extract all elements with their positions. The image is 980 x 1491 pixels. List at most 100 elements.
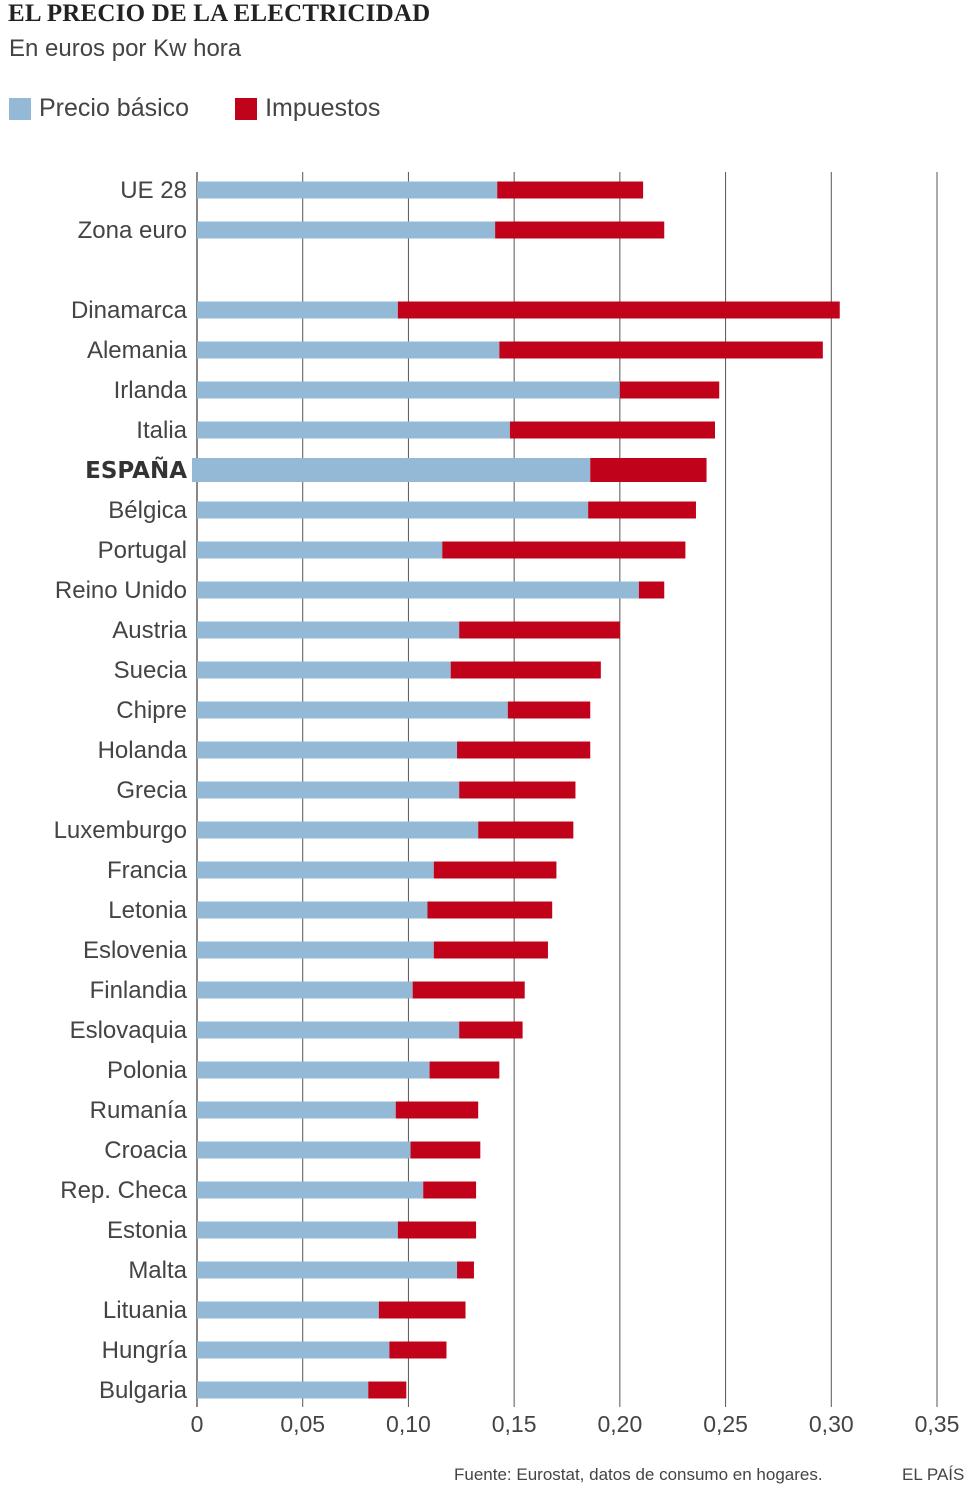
bar-basic bbox=[197, 861, 434, 879]
bar-basic bbox=[192, 458, 591, 482]
bar-tax bbox=[457, 1261, 474, 1279]
x-tick-label: 0,35 bbox=[915, 1411, 960, 1437]
bar-basic bbox=[197, 381, 620, 399]
bar-tax bbox=[459, 1021, 523, 1039]
bar-basic bbox=[197, 181, 498, 199]
bar-basic bbox=[197, 1181, 424, 1199]
bar-tax bbox=[427, 901, 553, 919]
bar-basic bbox=[197, 421, 510, 439]
category-label: Hungría bbox=[102, 1337, 188, 1364]
chart-title: EL PRECIO DE LA ELECTRICIDAD bbox=[8, 0, 431, 27]
bar-basic bbox=[197, 901, 428, 919]
bar-tax bbox=[638, 581, 665, 599]
bar-tax bbox=[478, 821, 574, 839]
legend-label-tax: Impuestos bbox=[265, 94, 381, 122]
bar-tax bbox=[368, 1381, 407, 1399]
bar-basic bbox=[197, 1061, 430, 1079]
category-label: Zona euro bbox=[78, 217, 187, 244]
x-tick-label: 0,30 bbox=[809, 1411, 854, 1437]
bar-basic bbox=[197, 1261, 458, 1279]
bar-tax bbox=[507, 701, 591, 719]
bar-tax bbox=[495, 221, 665, 239]
category-label: Letonia bbox=[108, 897, 187, 924]
bar-tax bbox=[433, 861, 557, 879]
bar-basic bbox=[197, 301, 398, 319]
bar-tax bbox=[423, 1181, 477, 1199]
bar-tax bbox=[459, 781, 576, 799]
bar-basic bbox=[197, 1221, 398, 1239]
bar-basic bbox=[197, 341, 500, 359]
bar-basic bbox=[197, 941, 434, 959]
category-label: Luxemburgo bbox=[54, 817, 187, 844]
category-label: Reino Unido bbox=[55, 577, 187, 604]
bar-basic bbox=[197, 701, 508, 719]
bar-tax bbox=[457, 741, 591, 759]
category-label: Finlandia bbox=[90, 977, 188, 1004]
bar-tax bbox=[397, 1221, 477, 1239]
bar-tax bbox=[412, 981, 525, 999]
category-label: Irlanda bbox=[114, 377, 188, 404]
bar-tax bbox=[410, 1141, 481, 1159]
bar-tax bbox=[397, 301, 840, 319]
category-label: Holanda bbox=[98, 737, 188, 764]
legend-swatch-basic bbox=[9, 97, 31, 120]
bar-tax bbox=[395, 1101, 479, 1119]
x-tick-label: 0,25 bbox=[703, 1411, 748, 1437]
category-label: Eslovenia bbox=[83, 937, 188, 964]
legend-item-basic: Precio básico bbox=[9, 94, 189, 123]
category-label: ESPAÑA bbox=[85, 456, 187, 484]
category-label: Polonia bbox=[107, 1057, 188, 1084]
category-label: Rep. Checa bbox=[60, 1177, 187, 1204]
legend-label-basic: Precio básico bbox=[39, 94, 190, 122]
bar-basic bbox=[197, 221, 496, 239]
brand-credit: EL PAÍS bbox=[902, 1465, 965, 1484]
category-label: Dinamarca bbox=[71, 297, 188, 324]
bar-tax bbox=[433, 941, 548, 959]
category-label: Grecia bbox=[116, 777, 187, 804]
bar-basic bbox=[197, 1101, 396, 1119]
bar-tax bbox=[389, 1341, 447, 1359]
bar-basic bbox=[197, 1301, 379, 1319]
chart-subtitle: En euros por Kw hora bbox=[9, 35, 242, 62]
legend-swatch-tax bbox=[235, 97, 258, 120]
bar-basic bbox=[197, 781, 460, 799]
category-label: Chipre bbox=[116, 697, 187, 724]
category-label: Rumanía bbox=[90, 1097, 188, 1124]
bar-tax bbox=[619, 381, 720, 399]
bar-basic bbox=[197, 541, 443, 559]
x-tick-label: 0 bbox=[191, 1411, 204, 1437]
bar-basic bbox=[197, 1021, 460, 1039]
bar-tax bbox=[509, 421, 715, 439]
bar-tax bbox=[450, 661, 601, 679]
bar-basic bbox=[197, 1341, 390, 1359]
category-label: Eslovaquia bbox=[70, 1017, 188, 1044]
bar-basic bbox=[197, 821, 479, 839]
x-tick-label: 0,15 bbox=[492, 1411, 537, 1437]
category-label: Austria bbox=[112, 617, 187, 644]
bar-chart: 0 0,05 0,10 0,15 0,20 0,25 0,30 0,35 UE 28 Zona e… bbox=[54, 172, 960, 1437]
category-label: Suecia bbox=[114, 657, 188, 684]
category-label: Bulgaria bbox=[99, 1377, 188, 1404]
bar-basic bbox=[197, 981, 413, 999]
bar-tax bbox=[378, 1301, 466, 1319]
source-note: Fuente: Eurostat, datos de consumo en ho… bbox=[454, 1465, 823, 1484]
x-tick-label: 0,10 bbox=[386, 1411, 431, 1437]
bar-basic bbox=[197, 741, 458, 759]
category-label: Estonia bbox=[107, 1217, 188, 1244]
bar-tax bbox=[590, 458, 707, 482]
bar-basic bbox=[197, 1381, 369, 1399]
bar-basic bbox=[197, 661, 451, 679]
legend-item-tax: Impuestos bbox=[235, 94, 380, 123]
bar-tax bbox=[459, 621, 620, 639]
category-label: Alemania bbox=[87, 337, 188, 364]
category-label: Lituania bbox=[103, 1297, 188, 1324]
category-label: Portugal bbox=[98, 537, 187, 564]
bar-basic bbox=[197, 581, 639, 599]
bar-basic bbox=[197, 621, 460, 639]
category-label: Bélgica bbox=[108, 497, 187, 524]
category-label: Francia bbox=[107, 857, 188, 884]
category-label: Croacia bbox=[104, 1137, 187, 1164]
bar-basic bbox=[197, 1141, 411, 1159]
bar-basic bbox=[197, 501, 589, 519]
bar-tax bbox=[429, 1061, 500, 1079]
